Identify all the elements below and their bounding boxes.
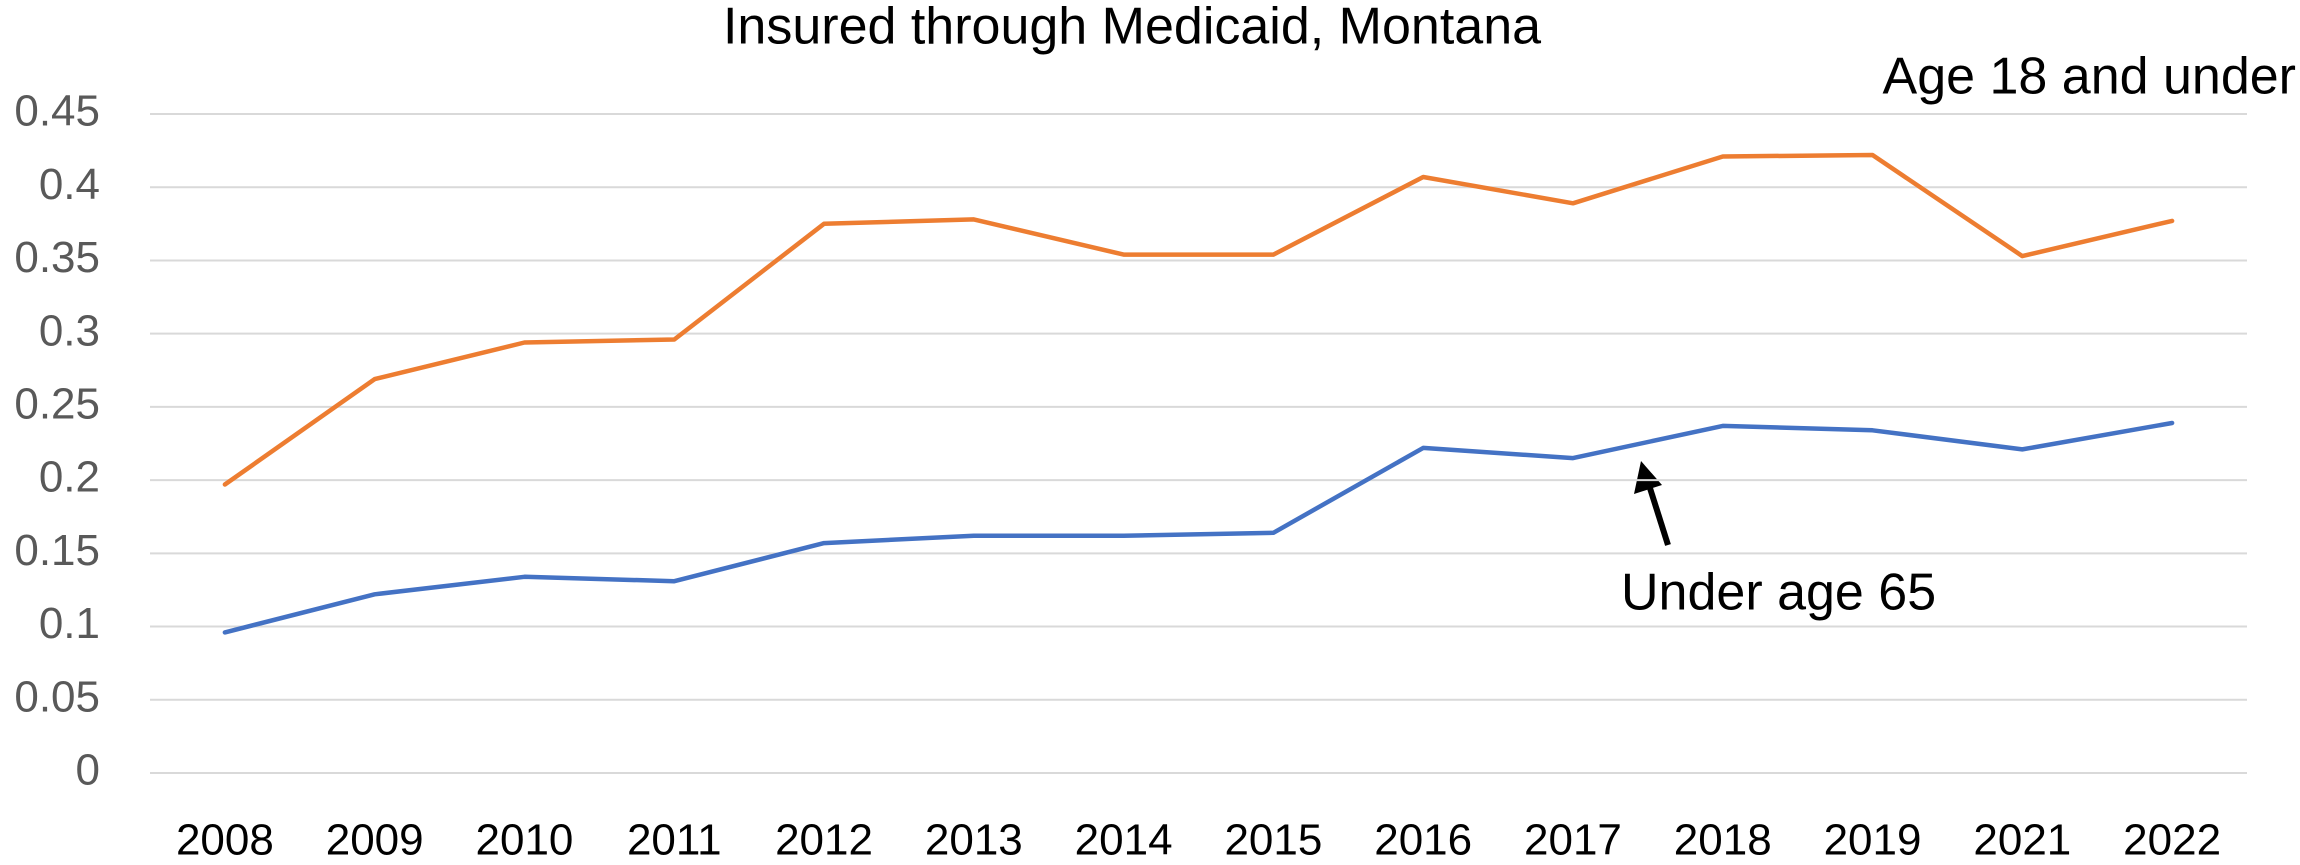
y-tick-label: 0.1 — [39, 599, 100, 648]
x-tick-label: 2019 — [1824, 816, 1922, 865]
series-label: Age 18 and under — [1883, 48, 2296, 106]
y-tick-label: 0 — [76, 746, 100, 795]
series-line — [222, 420, 2175, 635]
x-tick-label: 2016 — [1374, 816, 1472, 865]
series-label: Under age 65 — [1621, 564, 1936, 622]
y-tick-label: 0.15 — [14, 526, 100, 575]
x-tick-label: 2022 — [2123, 816, 2221, 865]
x-tick-label: 2021 — [1973, 816, 2071, 865]
x-tick-label: 2017 — [1524, 816, 1622, 865]
x-tick-label: 2012 — [775, 816, 873, 865]
x-tick-label: 2015 — [1224, 816, 1322, 865]
x-tick-label: 2013 — [925, 816, 1023, 865]
x-tick-label: 2009 — [326, 816, 424, 865]
y-tick-label: 0.05 — [14, 672, 100, 721]
y-tick-label: 0.45 — [14, 87, 100, 136]
y-tick-label: 0.4 — [39, 160, 100, 209]
x-tick-label: 2014 — [1075, 816, 1173, 865]
y-tick-label: 0.2 — [39, 453, 100, 502]
x-tick-label: 2018 — [1674, 816, 1772, 865]
x-tick-label: 2011 — [627, 816, 722, 865]
x-tick-label: 2008 — [176, 816, 274, 865]
x-tick-label: 2010 — [476, 816, 574, 865]
annotation-arrow — [1634, 461, 1671, 546]
series-line — [222, 152, 2175, 487]
y-tick-label: 0.35 — [14, 233, 100, 282]
y-tick-label: 0.25 — [14, 380, 100, 429]
y-tick-label: 0.3 — [39, 306, 100, 355]
chart-title: Insured through Medicaid, Montana — [723, 0, 1541, 56]
